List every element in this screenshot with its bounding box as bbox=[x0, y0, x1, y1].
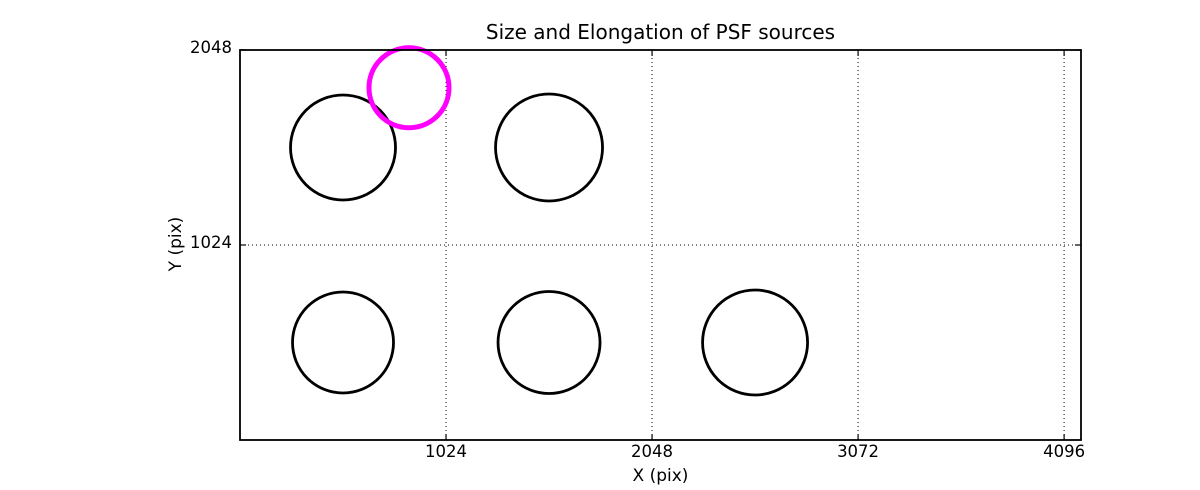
x-tick-label: 4096 bbox=[1043, 442, 1086, 461]
x-axis-label: X (pix) bbox=[632, 466, 689, 486]
x-tick-label: 1024 bbox=[425, 442, 468, 461]
psf-source-circle bbox=[701, 288, 809, 397]
y-tick-label: 1024 bbox=[190, 233, 232, 252]
plot-border bbox=[239, 49, 1082, 441]
psf-source-circle bbox=[291, 290, 395, 395]
y-tick-label: 2048 bbox=[190, 38, 232, 57]
psf-source-circle bbox=[289, 93, 397, 202]
x-tick-label: 3072 bbox=[837, 442, 880, 461]
psf-source-circle bbox=[496, 290, 602, 395]
x-tick-label: 2048 bbox=[631, 442, 674, 461]
highlighted-source-circle bbox=[366, 45, 452, 131]
chart-title: Size and Elongation of PSF sources bbox=[485, 20, 836, 44]
psf-source-circle bbox=[494, 92, 604, 203]
